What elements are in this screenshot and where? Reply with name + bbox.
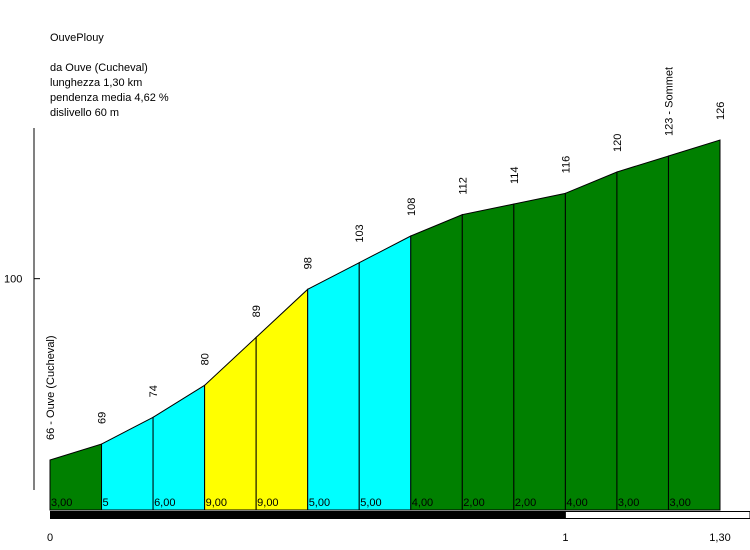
point-label-2: 74 xyxy=(148,385,160,397)
point-label-10: 116 xyxy=(560,156,572,174)
point-label-11: 120 xyxy=(612,134,624,152)
distance-bar-white xyxy=(564,511,750,519)
x-tick-label-0: 0 xyxy=(47,532,53,544)
climb-length: lunghezza 1,30 km xyxy=(50,77,143,89)
climb-start: da Ouve (Cucheval) xyxy=(50,62,148,74)
grade-label-0: 3,00 xyxy=(51,497,72,509)
grade-label-12: 3,00 xyxy=(669,497,690,509)
grade-label-3: 9,00 xyxy=(206,497,227,509)
climb-title: OuvePlouy xyxy=(50,32,104,44)
point-label-5: 98 xyxy=(303,257,315,269)
point-label-3: 80 xyxy=(200,353,212,365)
grade-label-2: 6,00 xyxy=(154,497,175,509)
point-label-13: 126 xyxy=(715,102,727,120)
segment-7 xyxy=(410,213,463,511)
distance-bar-black xyxy=(50,511,566,519)
segment-4 xyxy=(255,288,309,511)
segment-2 xyxy=(152,384,206,511)
grade-label-1: 5 xyxy=(103,497,109,509)
grade-label-9: 2,00 xyxy=(515,497,536,509)
segment-12 xyxy=(667,139,721,511)
grade-labels-layer: 3,00 5 6,00 9,00 9,00 5,00 5,00 4,00 2,00 2,00 4,0… xyxy=(51,497,691,509)
grade-label-7: 4,00 xyxy=(412,497,433,509)
point-label-9: 114 xyxy=(509,166,521,184)
grade-label-11: 3,00 xyxy=(618,497,639,509)
point-label-4: 89 xyxy=(251,305,263,317)
point-label-7: 108 xyxy=(406,198,418,216)
point-label-12: 123 - Sommet xyxy=(663,67,675,136)
segment-11 xyxy=(616,155,669,511)
point-label-0: 66 - Ouve (Cucheval) xyxy=(45,335,57,440)
climb-average-grade: pendenza media 4,62 % xyxy=(50,92,169,104)
segment-10 xyxy=(564,171,618,511)
segment-5 xyxy=(307,261,360,511)
segment-8 xyxy=(461,203,515,511)
grade-label-4: 9,00 xyxy=(257,497,278,509)
point-label-1: 69 xyxy=(97,412,109,424)
x-axis-layer: 100 0 1 1,30 xyxy=(4,274,750,544)
y-tick-label: 100 xyxy=(4,274,22,286)
point-labels-layer: 66 - Ouve (Cucheval) 69 74 80 89 98 103 108 112 1… xyxy=(45,67,727,440)
grade-label-6: 5,00 xyxy=(360,497,381,509)
grade-label-8: 2,00 xyxy=(463,497,484,509)
segment-3 xyxy=(204,336,257,511)
point-label-8: 112 xyxy=(457,177,469,195)
segments-layer xyxy=(49,139,721,511)
segment-6 xyxy=(358,235,412,511)
x-tick-label-1: 1 xyxy=(562,532,568,544)
grade-label-5: 5,00 xyxy=(309,497,330,509)
grade-label-10: 4,00 xyxy=(566,497,587,509)
segment-9 xyxy=(513,192,566,511)
segment-1 xyxy=(101,416,154,511)
point-label-6: 103 xyxy=(354,224,366,242)
x-tick-label-2: 1,30 xyxy=(709,532,730,544)
climb-elevation-gain: dislivello 60 m xyxy=(50,107,120,119)
